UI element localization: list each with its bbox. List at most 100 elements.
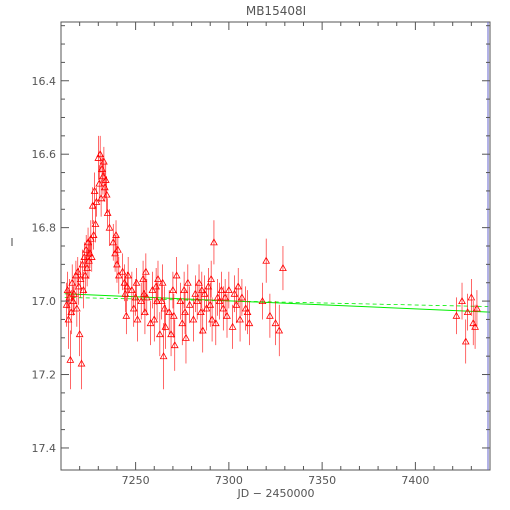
- y-tick-label: 17.2: [32, 369, 57, 382]
- data-point: [210, 220, 218, 265]
- data-point: [167, 312, 175, 357]
- triangle-marker: [189, 315, 198, 323]
- triangle-marker: [77, 359, 86, 367]
- data-point: [123, 271, 132, 302]
- triangle-marker: [195, 278, 203, 286]
- triangle-marker: [463, 308, 472, 316]
- triangle-marker: [120, 278, 129, 286]
- triangle-marker: [123, 282, 132, 290]
- triangle-marker: [101, 175, 110, 183]
- triangle-marker: [224, 286, 233, 294]
- data-point: [75, 312, 84, 357]
- data-point: [183, 264, 192, 302]
- data-point: [124, 257, 133, 294]
- triangle-marker: [467, 293, 476, 301]
- triangle-marker: [86, 234, 95, 242]
- triangle-marker: [96, 150, 105, 158]
- data-point: [160, 286, 169, 331]
- triangle-marker: [66, 355, 75, 363]
- triangle-marker: [72, 304, 81, 312]
- triangle-marker: [148, 286, 157, 294]
- data-point: [182, 312, 190, 364]
- data-point: [452, 297, 461, 335]
- triangle-marker: [223, 311, 231, 319]
- triangle-marker: [170, 341, 179, 349]
- data-point: [102, 176, 111, 213]
- triangle-marker: [146, 319, 155, 327]
- data-point: [178, 301, 187, 346]
- triangle-marker: [73, 267, 82, 275]
- y-tick-label: 16.8: [32, 222, 57, 235]
- data-point: [176, 282, 185, 320]
- chart-title: MB15408I: [246, 4, 306, 18]
- triangle-marker: [238, 293, 246, 301]
- data-point: [207, 260, 216, 298]
- data-point: [223, 293, 231, 338]
- data-point: [238, 279, 246, 316]
- data-point: [139, 260, 147, 298]
- data-point: [86, 220, 95, 258]
- data-point: [157, 282, 166, 320]
- y-tick-label: 16.6: [32, 148, 57, 161]
- triangle-marker: [142, 293, 151, 301]
- triangle-marker: [208, 315, 216, 323]
- triangle-marker: [137, 297, 146, 305]
- data-point: [234, 268, 243, 305]
- data-point: [70, 275, 78, 313]
- triangle-marker: [211, 319, 220, 327]
- triangle-marker: [85, 256, 93, 264]
- data-point: [122, 297, 131, 335]
- data-point: [181, 290, 189, 335]
- data-point: [132, 268, 141, 298]
- triangle-marker: [91, 219, 100, 227]
- data-point: [142, 279, 151, 316]
- triangle-marker: [258, 297, 267, 305]
- triangle-marker: [197, 286, 206, 294]
- data-point: [275, 304, 284, 357]
- triangle-marker: [122, 311, 131, 319]
- triangle-marker: [158, 278, 167, 286]
- y-tick-label: 16.4: [32, 75, 57, 88]
- triangle-marker: [169, 286, 177, 294]
- triangle-marker: [159, 352, 168, 360]
- triangle-marker: [458, 297, 466, 305]
- x-tick-label: 7250: [122, 474, 150, 487]
- triangle-marker: [167, 330, 175, 338]
- triangle-marker: [69, 297, 78, 305]
- y-axis-label: I: [10, 236, 13, 249]
- triangle-marker: [262, 256, 271, 264]
- triangle-marker: [153, 297, 161, 305]
- data-point: [92, 187, 101, 217]
- triangle-marker: [141, 267, 150, 275]
- data-point: [195, 264, 203, 302]
- data-point: [77, 337, 86, 390]
- data-point: [185, 286, 194, 324]
- data-point: [202, 286, 211, 331]
- triangle-marker: [275, 326, 284, 334]
- triangle-marker: [124, 271, 133, 279]
- data-point: [169, 271, 177, 309]
- triangle-marker: [75, 330, 84, 338]
- data-point: [114, 234, 122, 265]
- triangle-marker: [207, 275, 216, 283]
- triangle-marker: [114, 271, 123, 279]
- triangle-marker: [228, 322, 237, 330]
- data-point: [146, 301, 155, 346]
- triangle-marker: [181, 308, 189, 316]
- y-axis-ticks: 16.4 16.6 16.8 17.0 17.2 17.4: [32, 25, 490, 455]
- triangle-marker: [112, 230, 120, 238]
- triangle-marker: [102, 190, 111, 198]
- triangle-marker: [183, 278, 192, 286]
- triangle-marker: [92, 197, 101, 205]
- data-point: [72, 290, 81, 327]
- triangle-marker: [234, 282, 243, 290]
- triangle-marker: [87, 252, 96, 260]
- triangle-marker: [127, 286, 136, 294]
- data-point: [258, 282, 267, 320]
- data-point: [473, 290, 481, 327]
- data-point: [85, 242, 93, 280]
- data-point: [100, 146, 108, 177]
- data-point: [262, 238, 271, 283]
- triangle-marker: [172, 271, 181, 279]
